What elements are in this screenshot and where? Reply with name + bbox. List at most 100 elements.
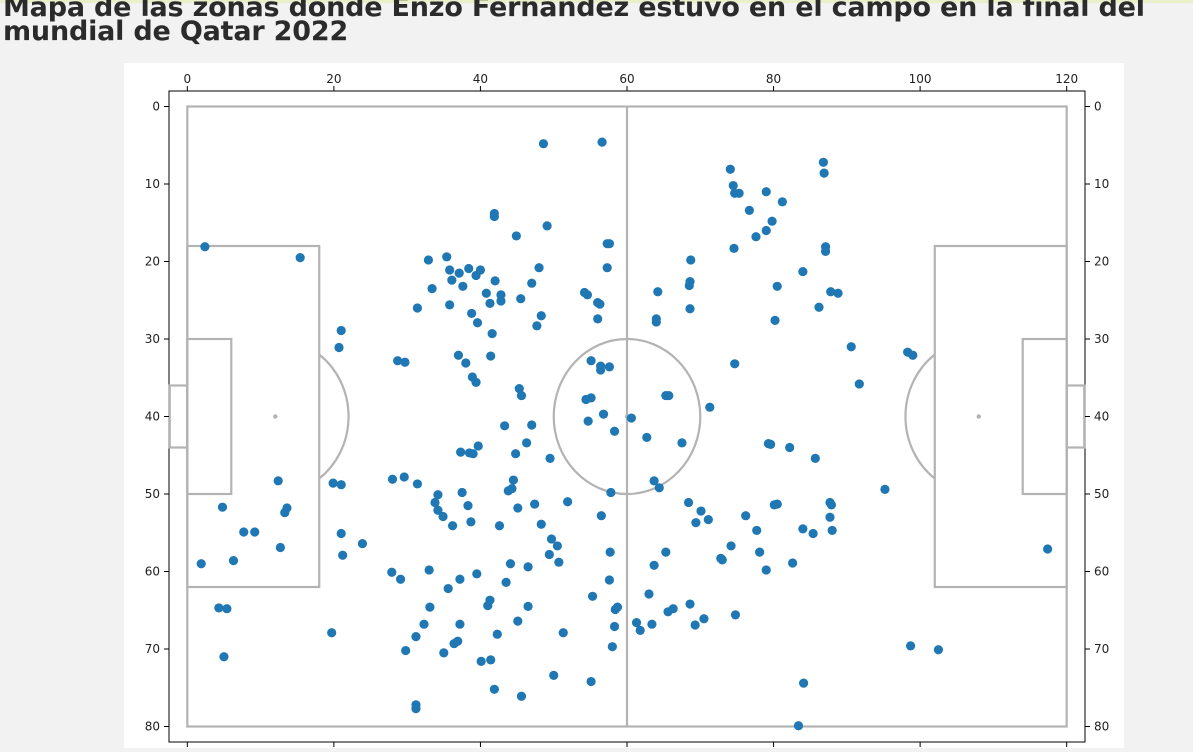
- data-point: [538, 139, 549, 149]
- data-point: [751, 232, 761, 242]
- data-point: [433, 505, 443, 515]
- data-point: [586, 676, 596, 687]
- data-point: [766, 439, 776, 449]
- right-penalty-box: [933, 244, 1068, 589]
- data-point: [522, 438, 532, 448]
- data-point: [635, 625, 645, 636]
- x-tick-label-top: 0: [183, 72, 191, 86]
- data-point: [814, 302, 824, 312]
- data-point: [467, 308, 477, 319]
- data-point: [523, 601, 533, 611]
- x-tick-label-top: 40: [473, 72, 488, 86]
- data-point: [691, 518, 701, 528]
- data-point: [579, 287, 590, 298]
- data-point: [596, 511, 606, 521]
- data-point: [726, 541, 736, 551]
- data-point: [596, 365, 606, 375]
- data-point: [508, 475, 519, 485]
- data-point: [686, 255, 696, 265]
- data-point: [725, 164, 735, 174]
- y-tick-label-left: 70: [145, 642, 160, 656]
- data-point: [819, 168, 829, 178]
- data-point: [818, 157, 828, 167]
- data-point: [516, 691, 527, 701]
- data-point: [649, 476, 659, 486]
- data-point: [534, 263, 544, 273]
- data-point: [905, 641, 916, 651]
- data-point: [334, 342, 344, 353]
- data-point: [458, 281, 468, 291]
- data-point: [336, 480, 346, 490]
- data-point: [328, 478, 338, 488]
- data-point: [219, 652, 229, 662]
- data-point: [606, 487, 616, 498]
- data-point: [433, 490, 443, 500]
- y-tick-label-left: 0: [152, 100, 160, 114]
- data-point: [338, 550, 348, 560]
- data-point: [730, 359, 740, 369]
- data-point: [357, 539, 368, 549]
- data-point: [644, 589, 654, 599]
- y-tick-label-left: 80: [145, 720, 160, 734]
- data-point: [602, 239, 612, 249]
- data-point: [336, 325, 346, 336]
- data-point: [772, 281, 782, 291]
- data-point: [473, 441, 483, 451]
- data-point: [527, 420, 537, 430]
- data-point: [442, 252, 452, 262]
- data-point: [401, 645, 411, 656]
- data-point: [595, 299, 605, 309]
- data-point: [741, 511, 751, 521]
- data-point: [468, 449, 478, 459]
- data-point: [552, 541, 562, 551]
- data-point: [530, 499, 540, 509]
- y-tick-label-right: 70: [1094, 642, 1109, 656]
- data-point: [472, 569, 482, 579]
- data-point: [820, 246, 831, 257]
- data-point: [275, 542, 285, 553]
- data-point: [513, 616, 523, 626]
- data-point: [755, 547, 765, 557]
- right-six-yard-box: [1021, 337, 1068, 496]
- data-point: [908, 350, 918, 360]
- right-penalty-spot: [976, 414, 981, 419]
- data-point: [536, 311, 546, 321]
- data-point: [511, 231, 521, 241]
- y-tick-label-right: 50: [1094, 487, 1109, 501]
- data-point: [933, 645, 944, 655]
- data-point: [457, 487, 467, 498]
- chart-figure: 0020204040606080801001001201200010102020…: [124, 63, 1124, 752]
- data-point: [752, 525, 762, 536]
- data-point: [772, 499, 782, 509]
- data-point: [827, 525, 837, 536]
- data-point: [587, 591, 598, 601]
- data-point: [545, 453, 555, 463]
- data-point: [250, 527, 260, 537]
- data-point: [486, 655, 496, 665]
- data-point: [412, 479, 423, 489]
- data-point: [400, 357, 410, 367]
- data-point: [730, 610, 741, 620]
- data-point: [793, 721, 804, 731]
- data-point: [507, 483, 517, 494]
- data-point: [642, 432, 652, 443]
- data-point: [476, 656, 486, 667]
- data-point: [690, 620, 700, 630]
- data-point: [798, 266, 808, 277]
- data-point: [626, 413, 636, 423]
- data-point: [411, 704, 421, 714]
- data-point: [607, 642, 617, 652]
- data-point: [798, 524, 808, 534]
- data-point: [631, 618, 642, 628]
- data-point: [481, 288, 491, 298]
- y-tick-label-right: 40: [1094, 410, 1109, 424]
- data-point: [463, 501, 473, 511]
- data-point: [239, 527, 249, 537]
- data-point: [654, 483, 664, 493]
- data-point: [336, 528, 346, 539]
- data-point: [273, 476, 283, 486]
- data-point: [489, 684, 499, 694]
- data-point: [505, 559, 516, 569]
- pitch-scatter-chart: 0020204040606080801001001201200010102020…: [145, 72, 1110, 752]
- data-point: [438, 511, 448, 522]
